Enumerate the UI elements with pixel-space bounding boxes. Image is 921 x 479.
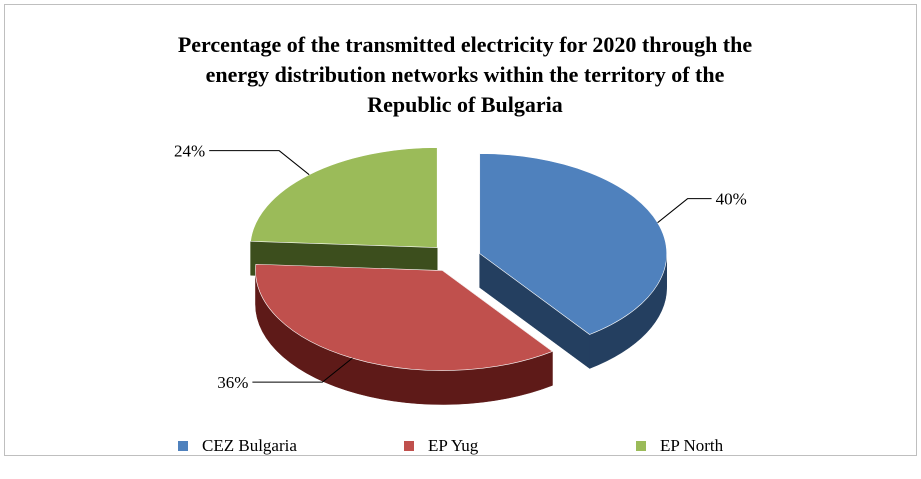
legend-label-ep-north: EP North [660,436,724,455]
chart-title-line-2: energy distribution networks within the … [205,62,725,87]
leader-line-ep-yug [252,357,353,383]
chart-title: Percentage of the transmitted electricit… [60,30,870,120]
chart-legend: CEZ Bulgaria EP Yug EP North [0,436,921,460]
legend-label-cez-bulgaria: CEZ Bulgaria [202,436,297,455]
legend-label-ep-yug: EP Yug [428,436,479,455]
pie-slice-ep-north [250,147,438,248]
legend-item-ep-yug: EP Yug [404,436,478,456]
legend-swatch-ep-north [636,441,646,451]
chart-title-line-3: Republic of Bulgaria [367,92,563,117]
legend-item-ep-north: EP North [636,436,723,456]
data-label-cez-bulgaria: 40% [716,190,747,209]
legend-item-cez-bulgaria: CEZ Bulgaria [178,436,297,456]
data-label-ep-north: 24% [174,142,205,161]
chart-title-line-1: Percentage of the transmitted electricit… [177,32,753,57]
legend-swatch-ep-yug [404,441,414,451]
leader-line-cez-bulgaria [657,198,712,224]
leader-line-ep-north [209,150,310,176]
data-label-ep-yug: 36% [217,373,248,392]
legend-swatch-cez-bulgaria [178,441,188,451]
